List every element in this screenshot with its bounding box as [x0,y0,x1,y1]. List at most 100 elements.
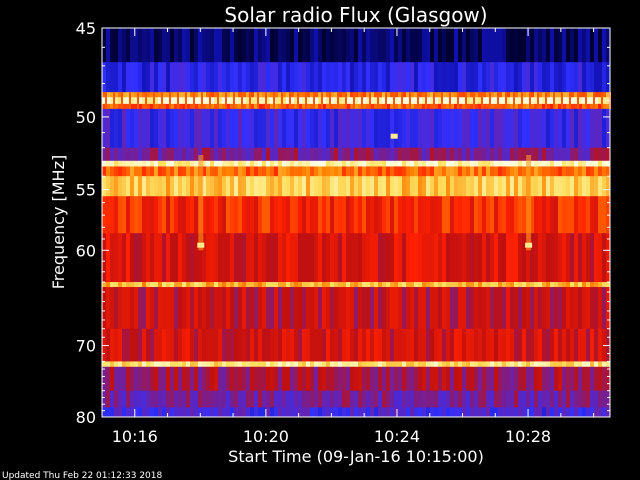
heatmap-cell [606,62,611,93]
heatmap-cell [206,407,211,418]
heatmap-cell [250,328,255,362]
heatmap-cell [534,390,539,408]
heatmap-cell [174,361,179,368]
heatmap-cell [558,361,563,368]
heatmap-cell [306,233,311,283]
heatmap-cell [118,176,123,197]
heatmap-cell [582,287,587,330]
heatmap-cell [558,287,563,330]
heatmap-cell [106,28,111,63]
heatmap-cell [438,407,443,418]
heatmap-cell [390,62,395,93]
heatmap-cell [562,62,567,93]
heatmap-cell [374,196,379,234]
heatmap-cell [406,328,411,362]
heatmap-cell [382,390,387,408]
heatmap-cell [110,282,115,288]
heatmap-cell [186,361,191,368]
heatmap-cell [394,92,399,98]
heatmap-cell [398,390,403,408]
heatmap-cell [590,28,595,63]
heatmap-cell [338,147,343,162]
heatmap-cell [186,92,191,98]
heatmap-cell [550,108,555,148]
heatmap-cell [190,166,195,177]
heatmap-cell [594,328,599,362]
heatmap-cell [462,160,467,167]
heatmap-cell [246,196,251,234]
heatmap-cell [130,390,135,408]
heatmap-cell [454,282,459,288]
heatmap-cell [598,147,603,162]
heatmap-cell [222,108,227,148]
heatmap-cell [434,28,439,63]
heatmap-cell [266,108,271,148]
band-dot [385,92,387,109]
heatmap-cell [438,233,443,283]
heatmap-cell [178,328,183,362]
heatmap-cell [470,176,475,197]
heatmap-cell [522,28,527,63]
heatmap-cell [510,160,515,167]
heatmap-cell [510,366,515,391]
heatmap-cell [274,196,279,234]
heatmap-cell [530,176,535,197]
heatmap-cell [394,390,399,408]
heatmap-cell [394,97,399,105]
heatmap-cell [494,328,499,362]
heatmap-cell [402,176,407,197]
heatmap-cell [206,287,211,330]
heatmap-cell [334,196,339,234]
heatmap-cell [134,407,139,418]
heatmap-cell [474,390,479,408]
heatmap-cell [210,282,215,288]
heatmap-cell [210,176,215,197]
heatmap-cell [518,62,523,93]
heatmap-cell [598,92,603,98]
heatmap-cell [486,282,491,288]
heatmap-cell [134,233,139,283]
heatmap-cell [358,366,363,391]
heatmap-cell [102,233,107,283]
heatmap-cell [306,147,311,162]
heatmap-cell [482,166,487,177]
heatmap-cell [114,176,119,197]
heatmap-cell [222,62,227,93]
heatmap-cell [494,147,499,162]
heatmap-cell [378,196,383,234]
heatmap-cell [442,233,447,283]
heatmap-cell [542,28,547,63]
heatmap-cell [398,97,403,105]
heatmap-cell [542,328,547,362]
heatmap-cell [238,176,243,197]
heatmap-cell [190,108,195,148]
heatmap-cell [222,28,227,63]
heatmap-cell [286,176,291,197]
heatmap-cell [578,287,583,330]
heatmap-cell [166,147,171,162]
heatmap-cell [402,92,407,98]
heatmap-cell [406,390,411,408]
heatmap-cell [554,62,559,93]
heatmap-cell [118,108,123,148]
heatmap-cell [194,108,199,148]
heatmap-cell [442,282,447,288]
heatmap-cell [370,160,375,167]
heatmap-cell [270,366,275,391]
heatmap-cell [234,108,239,148]
heatmap-cell [442,361,447,368]
heatmap-cell [554,366,559,391]
heatmap-cell [478,147,483,162]
heatmap-cell [334,103,339,110]
heatmap-cell [250,233,255,283]
heatmap-cell [390,103,395,110]
heatmap-cell [230,103,235,110]
heatmap-cell [406,103,411,110]
heatmap-cell [178,176,183,197]
heatmap-cell [282,390,287,408]
heatmap-cell [418,196,423,234]
heatmap-cell [154,366,159,391]
heatmap-cell [482,233,487,283]
heatmap-cell [458,196,463,234]
heatmap-cell [166,176,171,197]
